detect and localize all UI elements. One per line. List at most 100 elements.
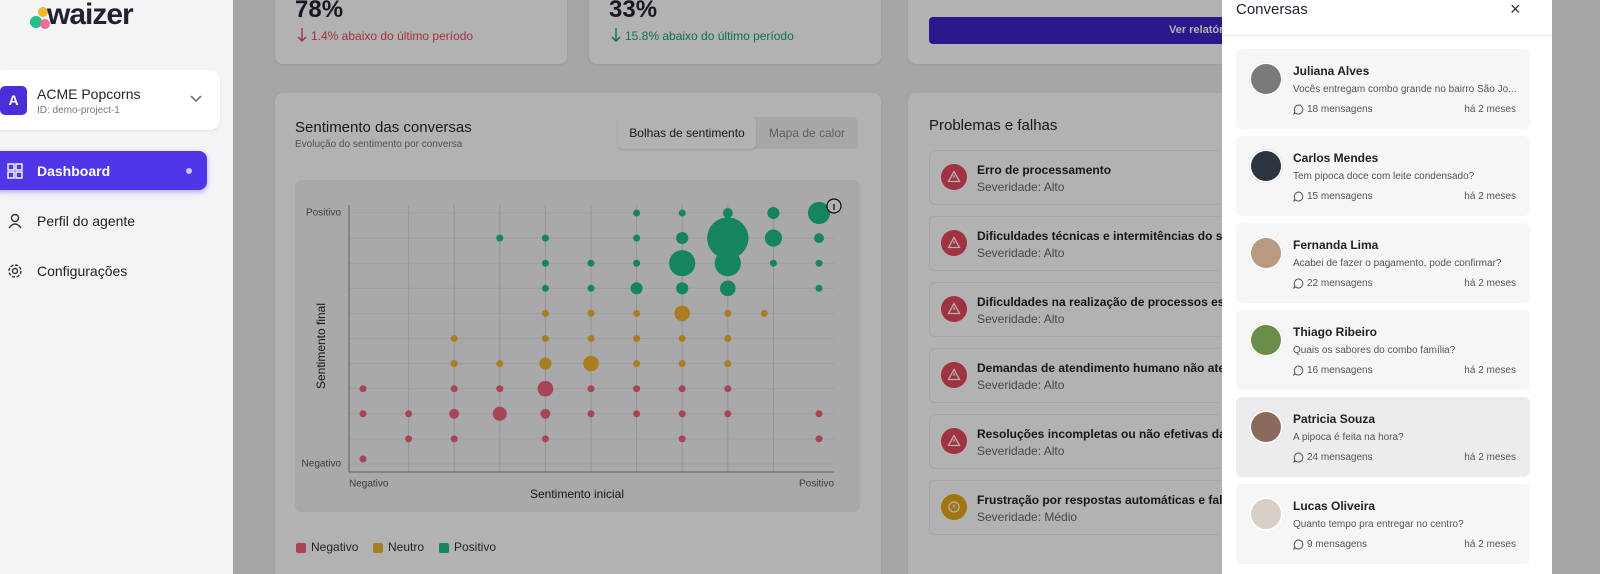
logo-text: waizer bbox=[47, 0, 134, 31]
problem-severity: Severidade: Alto bbox=[977, 444, 1065, 458]
close-button[interactable]: × bbox=[1510, 0, 1521, 19]
conversation-time: há 2 meses bbox=[1464, 539, 1516, 550]
conversation-card[interactable]: Carlos Mendes Tem pipoca doce com leite c… bbox=[1236, 136, 1530, 216]
nav-label: Dashboard bbox=[37, 163, 111, 179]
nav-item[interactable]: Dashboard bbox=[0, 151, 207, 190]
report-card: Ver relatório bbox=[908, 0, 1248, 64]
severity-icon bbox=[941, 296, 967, 322]
chart-title: Sentimento das conversas bbox=[295, 119, 472, 136]
view-toggle: Bolhas de sentimento Mapa de calor bbox=[618, 117, 858, 149]
drawer: Conversas × Juliana Alves Vocês entregam … bbox=[1222, 0, 1552, 574]
conversation-time: há 2 meses bbox=[1464, 452, 1516, 463]
contact-name: Fernanda Lima bbox=[1293, 238, 1379, 252]
stat-value: 78% bbox=[295, 0, 344, 23]
contact-name: Thiago Ribeiro bbox=[1293, 325, 1377, 339]
avatar bbox=[1249, 236, 1283, 270]
message-count: 9 mensagens bbox=[1307, 539, 1368, 550]
last-message: Quanto tempo pra entregar no centro? bbox=[1293, 519, 1464, 530]
problems-title: Problemas e falhas bbox=[929, 117, 1058, 134]
contact-name: Lucas Oliveira bbox=[1293, 499, 1376, 513]
problem-item[interactable]: Dificuldades técnicas e intermitências d… bbox=[929, 216, 1248, 271]
conversation-card[interactable]: Thiago Ribeiro Quais os sabores do combo … bbox=[1236, 310, 1530, 390]
contact-name: Juliana Alves bbox=[1293, 64, 1370, 78]
nav-item[interactable]: Configurações bbox=[0, 251, 207, 290]
message-count: 24 mensagens bbox=[1307, 452, 1373, 463]
problem-item[interactable]: Resoluções incompletas ou não efetivas d… bbox=[929, 414, 1248, 469]
avatar bbox=[1249, 149, 1283, 183]
trend-arrow bbox=[611, 28, 621, 42]
stat-card: 33% 15.8% abaixo do último período bbox=[589, 0, 881, 64]
sidebar: waizer A ACME Popcorns ID: demo-project-… bbox=[0, 0, 233, 574]
problem-severity: Severidade: Alto bbox=[977, 378, 1065, 392]
conversation-time: há 2 meses bbox=[1464, 278, 1516, 289]
chart-subtitle: Evolução do sentimento por conversa bbox=[295, 139, 463, 150]
problem-title: Resoluções incompletas ou não efetivas d… bbox=[977, 427, 1248, 441]
problem-title: Dificuldades na realização de processos … bbox=[977, 295, 1248, 309]
problem-severity: Severidade: Alto bbox=[977, 246, 1065, 260]
conversation-card[interactable]: Juliana Alves Vocês entregam combo grande… bbox=[1236, 49, 1530, 129]
contact-name: Carlos Mendes bbox=[1293, 151, 1379, 165]
conversation-time: há 2 meses bbox=[1464, 365, 1516, 376]
project-id: ID: demo-project-1 bbox=[37, 105, 120, 116]
conversation-time: há 2 meses bbox=[1464, 104, 1516, 115]
message-icon bbox=[1293, 104, 1304, 115]
message-icon bbox=[1293, 539, 1304, 550]
toggle-active[interactable]: Bolhas de sentimento bbox=[618, 117, 756, 149]
problem-item[interactable]: Erro de processamento Severidade: Alto bbox=[929, 150, 1248, 205]
problem-item[interactable]: Frustração por respostas automáticas e f… bbox=[929, 480, 1248, 535]
stat-card: 78% 1.4% abaixo do último período bbox=[275, 0, 567, 64]
avatar bbox=[1249, 62, 1283, 96]
nav-label: Configurações bbox=[37, 263, 128, 279]
severity-icon bbox=[941, 164, 967, 190]
divider bbox=[1222, 35, 1552, 36]
toggle-option[interactable]: Mapa de calor bbox=[768, 126, 846, 140]
last-message: Tem pipoca doce com leite condensado? bbox=[1293, 171, 1475, 182]
report-button-label: Ver relatório bbox=[1169, 24, 1234, 36]
problem-item[interactable]: Dificuldades na realização de processos … bbox=[929, 282, 1248, 337]
project-initial: A bbox=[0, 86, 27, 115]
problem-title: Frustração por respostas automáticas e f… bbox=[977, 493, 1248, 507]
conversation-card[interactable]: Fernanda Lima Acabei de fazer o pagamento… bbox=[1236, 223, 1530, 303]
nav-icon bbox=[8, 264, 22, 278]
last-message: Quais os sabores do combo família? bbox=[1293, 345, 1456, 356]
message-icon bbox=[1293, 191, 1304, 202]
conversation-time: há 2 meses bbox=[1464, 191, 1516, 202]
message-icon bbox=[1293, 365, 1304, 376]
message-count: 18 mensagens bbox=[1307, 104, 1373, 115]
message-icon bbox=[1293, 278, 1304, 289]
main: 78% 1.4% abaixo do último período 33% 15.8%… bbox=[233, 0, 1600, 574]
message-count: 15 mensagens bbox=[1307, 191, 1373, 202]
sentiment-card: Sentimento das conversas Evolução do sent… bbox=[275, 93, 881, 574]
report-button[interactable]: Ver relatório bbox=[929, 17, 1248, 44]
avatar bbox=[1249, 410, 1283, 444]
nav-icon bbox=[8, 213, 22, 229]
nav-label: Perfil do agente bbox=[37, 213, 136, 229]
severity-icon bbox=[941, 494, 967, 520]
drawer-title: Conversas bbox=[1236, 1, 1308, 18]
project-selector[interactable]: A ACME Popcorns ID: demo-project-1 bbox=[0, 70, 220, 130]
avatar bbox=[1249, 497, 1283, 531]
message-icon bbox=[1293, 452, 1304, 463]
problem-severity: Severidade: Alto bbox=[977, 312, 1065, 326]
nav-item[interactable]: Perfil do agente bbox=[0, 201, 207, 240]
conversation-card[interactable]: Patricia Souza A pipoca é feita na hora? 2… bbox=[1236, 397, 1530, 477]
message-count: 16 mensagens bbox=[1307, 365, 1373, 376]
last-message: Vocês entregam combo grande no bairro Sã… bbox=[1293, 84, 1517, 95]
avatar bbox=[1249, 323, 1283, 357]
project-name: ACME Popcorns bbox=[37, 86, 141, 102]
trend-arrow bbox=[297, 28, 307, 42]
problem-item[interactable]: Demandas de atendimento humano não atend… bbox=[929, 348, 1248, 403]
message-count: 22 mensagens bbox=[1307, 278, 1373, 289]
conversation-card[interactable]: Lucas Oliveira Quanto tempo pra entregar … bbox=[1236, 484, 1530, 564]
stat-value: 33% bbox=[609, 0, 658, 23]
problem-title: Demandas de atendimento humano não atend… bbox=[977, 361, 1248, 375]
stat-change: 15.8% abaixo do último período bbox=[625, 29, 794, 43]
last-message: Acabei de fazer o pagamento, pode confir… bbox=[1293, 258, 1502, 269]
severity-icon bbox=[941, 230, 967, 256]
stat-change: 1.4% abaixo do último período bbox=[311, 29, 474, 43]
severity-icon bbox=[941, 362, 967, 388]
nav-icon bbox=[7, 163, 23, 179]
severity-icon bbox=[941, 428, 967, 454]
problem-severity: Severidade: Alto bbox=[977, 180, 1065, 194]
